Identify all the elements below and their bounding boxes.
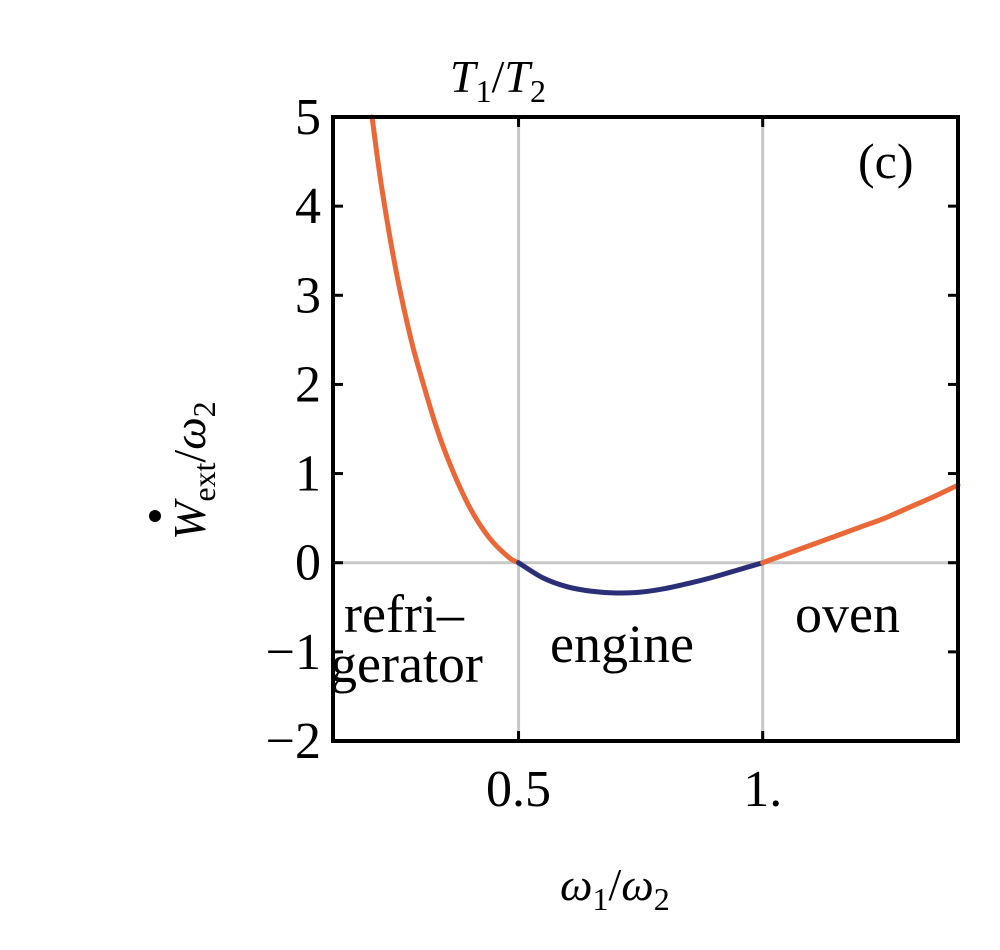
curve	[369, 114, 961, 596]
top-axis-label: T1/T2	[450, 51, 546, 109]
y-tick-label: 4	[295, 178, 321, 235]
region-label-engine: engine	[550, 614, 694, 674]
y-tick-label: 5	[295, 89, 321, 146]
x-tick-label: 1.	[743, 761, 782, 818]
grid-lines	[333, 117, 958, 741]
y-tick-label: 0	[295, 535, 321, 592]
y-tick-label: −2	[266, 713, 321, 770]
x-axis-label: ω1/ω2	[560, 859, 670, 917]
curve-engine	[516, 560, 766, 596]
region-label-refrigerator-line1: refri–	[344, 584, 465, 644]
ticks: 5 4 3 2 1 0 −1 −2 0.5 1.	[266, 89, 958, 818]
y-axis-label: Wext/ω2	[149, 401, 222, 540]
panel-tag: (c)	[858, 133, 914, 189]
region-label-oven: oven	[795, 584, 900, 644]
plot-frame	[331, 115, 960, 743]
y-tick-label: −1	[266, 624, 321, 681]
y-axis-label-dot	[149, 510, 161, 522]
curve-oven	[760, 482, 961, 566]
curve-refrigerator	[369, 114, 522, 566]
svg-text:Wext/ω2: Wext/ω2	[164, 401, 222, 540]
region-label-refrigerator-line2: gerator	[330, 634, 483, 694]
y-tick-label: 2	[295, 356, 321, 413]
y-tick-label: 1	[295, 446, 321, 503]
y-tick-label: 3	[295, 267, 321, 324]
x-tick-label: 0.5	[486, 761, 551, 818]
